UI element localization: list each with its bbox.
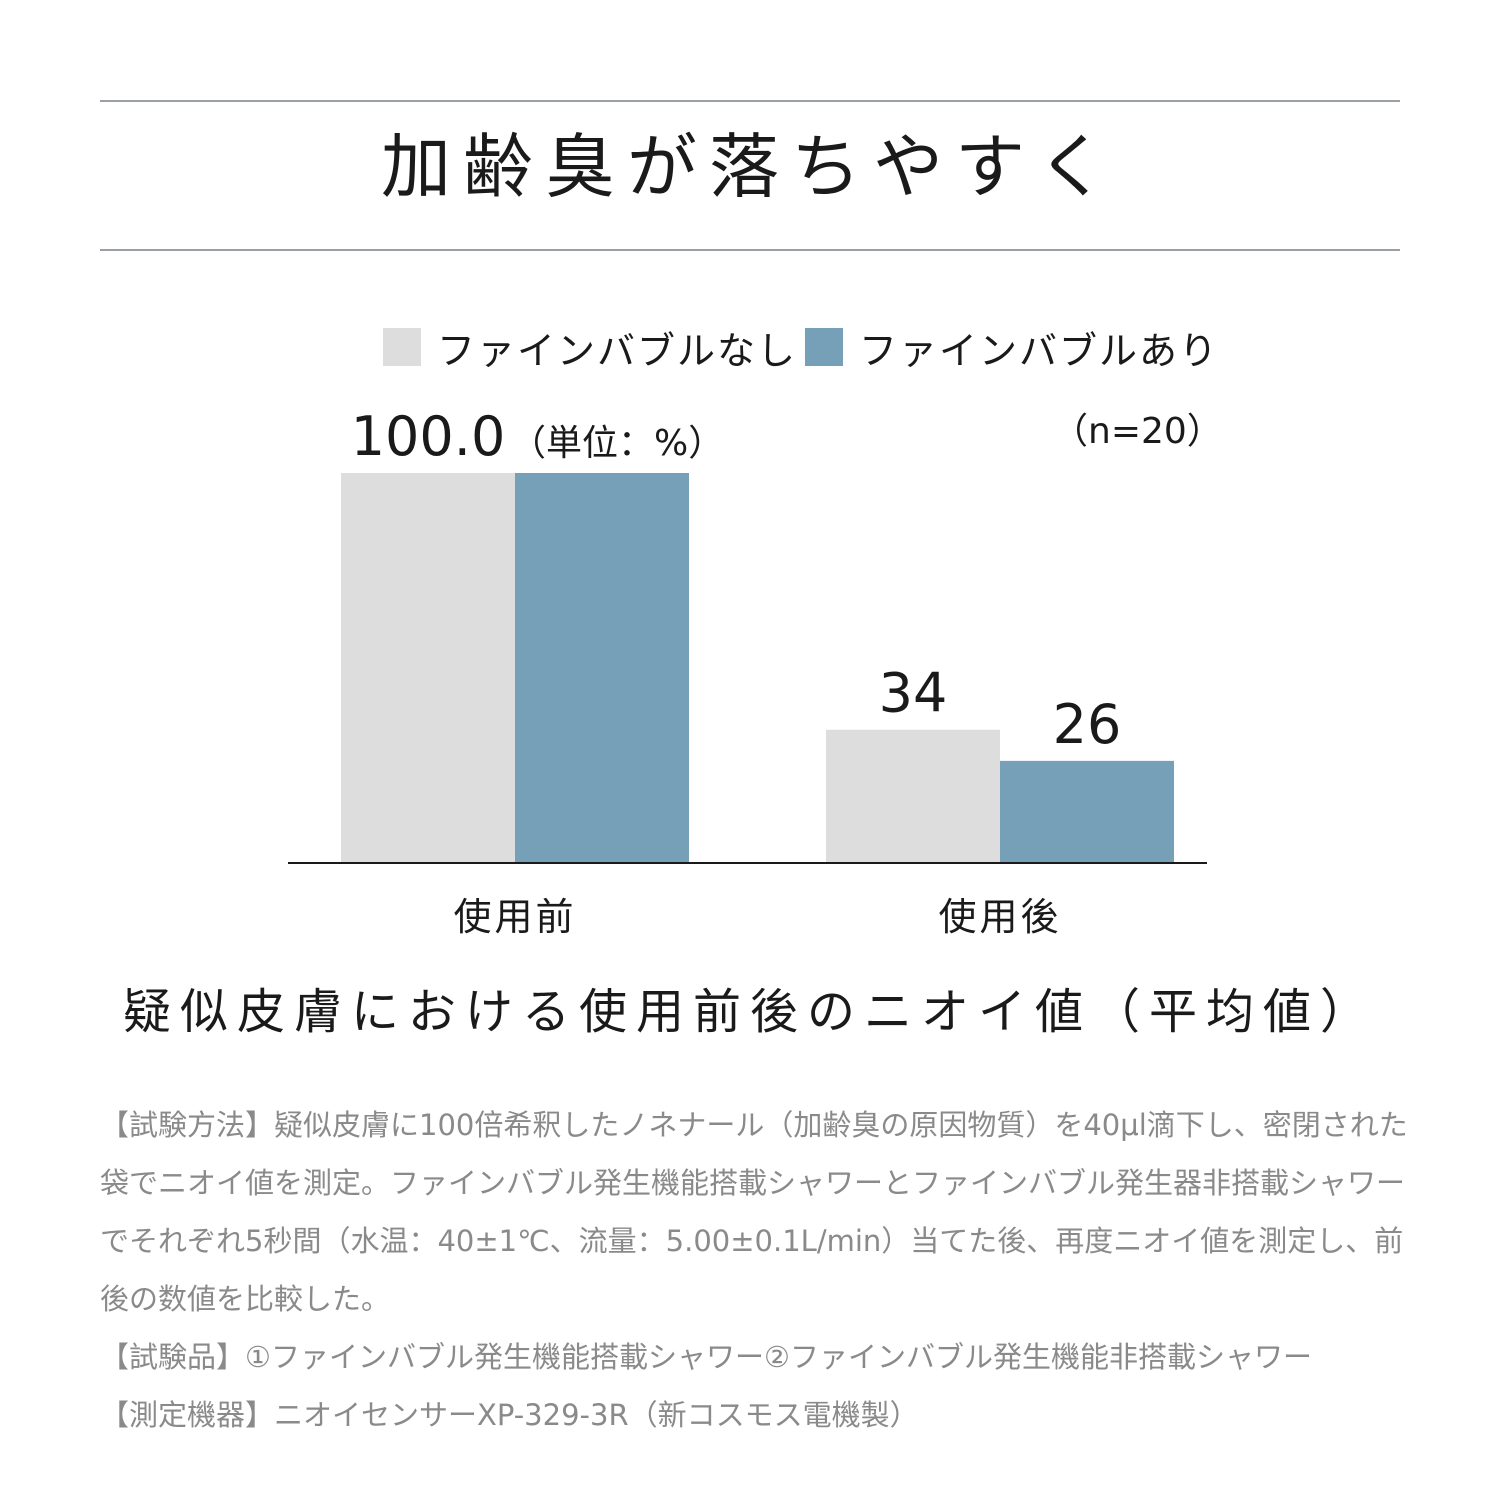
legend-label-without: ファインバブルなし bbox=[437, 328, 798, 373]
note-samples: 【試験品】①ファインバブル発生機能搭載シャワー②ファインバブル発生機能非搭載シャ… bbox=[100, 1340, 1312, 1374]
chart-caption: 疑似皮膚における使用前後のニオイ値（平均値） bbox=[122, 984, 1377, 1040]
note-device: 【測定機器】ニオイセンサーXP-329-3R（新コスモス電機製） bbox=[100, 1398, 919, 1432]
legend-swatch-without bbox=[383, 328, 421, 366]
legend-item-without: ファインバブルなし bbox=[383, 322, 798, 373]
note-method: 【試験方法】疑似皮膚に100倍希釈したノネナール（加齢臭の原因物質）を40μl滴… bbox=[100, 1108, 1408, 1316]
page-title: 加齢臭が落ちやすく bbox=[381, 126, 1119, 208]
chart-legend: ファインバブルなし ファインバブルあり bbox=[0, 322, 1500, 373]
data-label-without-after: 34 bbox=[879, 662, 948, 725]
legend-swatch-with bbox=[805, 328, 843, 366]
bar-without-after bbox=[826, 729, 1000, 862]
sample-size-note: （n=20） bbox=[1052, 411, 1223, 452]
title-bottom-rule bbox=[100, 249, 1400, 251]
category-label-before: 使用前 bbox=[453, 895, 576, 939]
bar-with-after bbox=[1000, 760, 1174, 862]
top-rule bbox=[100, 100, 1400, 102]
bar-without-before bbox=[341, 473, 515, 862]
category-label-after: 使用後 bbox=[938, 895, 1061, 939]
bar-with-before bbox=[515, 473, 689, 862]
unit-note: （単位：%） bbox=[510, 423, 725, 464]
data-label-without-before: 100.0 bbox=[351, 405, 506, 468]
legend-label-with: ファインバブルあり bbox=[859, 328, 1220, 373]
data-label-with-after: 26 bbox=[1053, 693, 1122, 756]
test-notes: 【試験方法】疑似皮膚に100倍希釈したノネナール（加齢臭の原因物質）を40μl滴… bbox=[100, 1096, 1410, 1444]
legend-item-with: ファインバブルあり bbox=[805, 322, 1220, 373]
bar-chart: 100.0 使用前 34 26 使用後 bbox=[288, 405, 1207, 939]
